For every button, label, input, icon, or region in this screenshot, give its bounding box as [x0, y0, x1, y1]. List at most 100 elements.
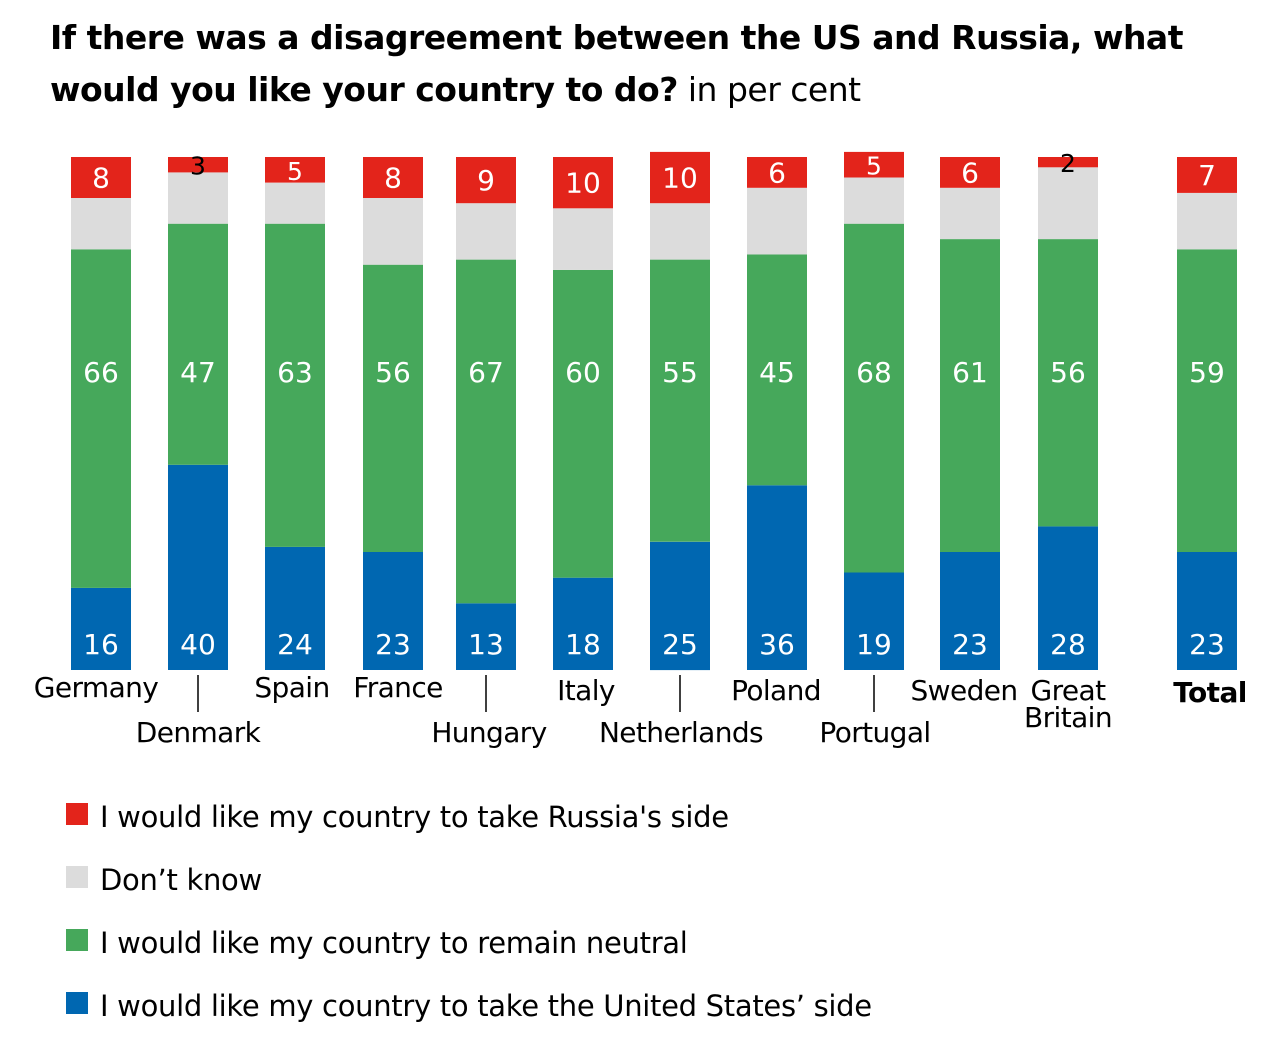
bar-segment-us — [940, 552, 1000, 670]
bar-segment-us — [265, 546, 325, 670]
data-label-us: 19 — [856, 628, 892, 661]
bar-segment-russia — [71, 157, 131, 198]
category-label-total: Total — [1173, 676, 1247, 709]
bar-group-portugal: 19 68 5 Portugal — [819, 151, 931, 749]
bar-group-denmark: 40 47 3 Denmark — [136, 152, 262, 749]
bar-segment-neutral — [363, 264, 423, 552]
bar-segment-russia — [168, 157, 228, 173]
data-label-russia: 5 — [866, 152, 882, 181]
bar-segment-dont_know — [456, 203, 516, 260]
data-label-russia: 2 — [1060, 149, 1076, 178]
category-label-great-britain: Great Britain — [1024, 674, 1112, 734]
category-label-spain: Spain — [254, 671, 329, 704]
bar-segment-neutral — [940, 239, 1000, 552]
chart-legend: I would like my country to take Russia's… — [66, 785, 872, 1037]
legend-swatch-neutral — [66, 928, 88, 951]
bar-segment-neutral — [456, 259, 516, 604]
bar-segment-us — [363, 552, 423, 670]
bar-segment-us — [168, 464, 228, 670]
category-label-germany: Germany — [34, 671, 159, 704]
bar-segment-russia — [265, 157, 325, 183]
bar-segment-neutral — [650, 259, 710, 542]
data-label-russia: 6 — [768, 156, 786, 189]
legend-item-neutral: I would like my country to remain neutra… — [66, 911, 872, 974]
data-label-neutral: 68 — [856, 356, 892, 389]
bar-segment-dont_know — [650, 203, 710, 260]
bar-segment-dont_know — [363, 198, 423, 265]
bar-segment-russia — [940, 157, 1000, 188]
data-label-neutral: 61 — [952, 356, 988, 389]
bar-segment-russia — [1177, 157, 1237, 193]
legend-swatch-dont_know — [66, 865, 88, 888]
data-label-us: 23 — [375, 628, 411, 661]
bar-group-total: 23 59 7 Total — [1173, 157, 1247, 709]
bar-segment-us — [71, 587, 131, 670]
category-label-france: France — [353, 671, 443, 704]
data-label-neutral: 45 — [759, 356, 795, 389]
legend-label-us: I would like my country to take the Unit… — [100, 988, 872, 1023]
legend-item-russia: I would like my country to take Russia's… — [66, 785, 872, 848]
data-label-russia: 10 — [662, 162, 698, 195]
data-label-russia: 8 — [92, 162, 110, 195]
data-label-neutral: 56 — [1050, 356, 1086, 389]
data-label-russia: 6 — [961, 156, 979, 189]
bar-group-hungary: 13 67 9 Hungary — [431, 157, 547, 749]
bar-segment-dont_know — [844, 177, 904, 224]
chart-title-unit: in per cent — [687, 70, 861, 109]
data-label-us: 23 — [1189, 628, 1225, 661]
category-label-portugal: Portugal — [819, 716, 930, 749]
bar-segment-neutral — [844, 223, 904, 573]
bar-segment-neutral — [168, 223, 228, 465]
data-label-russia: 5 — [287, 157, 303, 186]
bar-segment-russia — [844, 151, 904, 178]
data-label-neutral: 47 — [180, 356, 216, 389]
bar-segment-us — [844, 572, 904, 670]
bar-segment-us — [553, 577, 613, 670]
bar-segment-neutral — [553, 269, 613, 578]
legend-item-dont_know: Don’t know — [66, 848, 872, 911]
chart-title-block: If there was a disagreement between the … — [50, 12, 1240, 116]
bar-segment-russia — [363, 157, 423, 198]
bar-segment-neutral — [1177, 249, 1237, 553]
data-label-us: 13 — [468, 628, 504, 661]
data-label-neutral: 63 — [277, 356, 313, 389]
bar-segment-neutral — [747, 254, 807, 486]
bar-segment-dont_know — [553, 208, 613, 270]
stacked-bar-chart: 16668Germany40473Denmark24635Spain23568F… — [34, 149, 1248, 749]
bar-segment-russia — [456, 157, 516, 204]
data-label-neutral: 67 — [468, 356, 504, 389]
bar-segment-dont_know — [940, 187, 1000, 240]
data-label-russia: 8 — [384, 162, 402, 195]
data-label-us: 28 — [1050, 628, 1086, 661]
data-label-us: 40 — [180, 628, 216, 661]
bar-segment-dont_know — [1177, 192, 1237, 250]
bar-segment-russia — [1038, 157, 1098, 168]
category-label-denmark: Denmark — [136, 716, 262, 749]
data-label-russia: 3 — [190, 152, 206, 181]
bar-segment-russia — [553, 157, 613, 209]
bar-segment-us — [650, 541, 710, 671]
legend-label-neutral: I would like my country to remain neutra… — [100, 925, 688, 960]
bar-group-italy: 18 60 10 Italy — [553, 157, 615, 707]
data-label-us: 24 — [277, 628, 313, 661]
bar-segment-us — [1038, 526, 1098, 670]
category-label-italy: Italy — [557, 674, 615, 707]
data-label-neutral: 66 — [83, 356, 119, 389]
data-label-russia: 9 — [477, 164, 495, 197]
legend-label-dont_know: Don’t know — [100, 862, 262, 897]
bar-group-great-britain: 28 56 2 Great Britain — [1024, 149, 1113, 734]
data-label-neutral: 55 — [662, 356, 698, 389]
bar-segment-us — [1177, 552, 1237, 670]
bar-segment-dont_know — [747, 187, 807, 255]
bar-group-spain: 24 63 5 Spain — [254, 157, 330, 704]
bar-group-germany: 16 66 8 Germany — [34, 157, 159, 704]
bar-segment-neutral — [71, 249, 131, 588]
bar-group-poland: 36 45 6 Poland — [731, 156, 821, 707]
legend-swatch-us — [66, 991, 88, 1014]
data-label-us: 18 — [565, 628, 601, 661]
bar-group-sweden: 23 61 6 Sweden — [910, 156, 1018, 707]
data-label-neutral: 60 — [565, 356, 601, 389]
bar-segment-dont_know — [1038, 167, 1098, 240]
bar-segment-neutral — [1038, 239, 1098, 527]
bar-segment-us — [747, 485, 807, 670]
